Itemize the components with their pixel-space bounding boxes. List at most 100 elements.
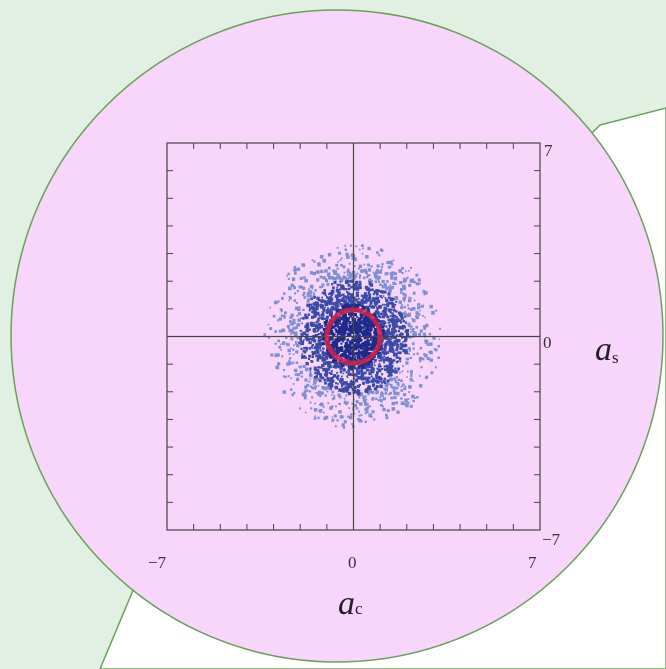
scatter-point (368, 281, 371, 284)
scatter-point (278, 345, 282, 349)
scatter-point (422, 290, 426, 293)
scatter-point (280, 310, 283, 313)
scatter-point (321, 350, 325, 353)
scatter-point (314, 402, 316, 405)
scatter-point (360, 345, 365, 349)
scatter-point (380, 265, 384, 268)
scatter-point (306, 383, 310, 387)
scatter-point (357, 301, 361, 304)
scatter-point (289, 296, 292, 300)
scatter-point (381, 350, 385, 355)
x-tick-label-min: −7 (148, 553, 167, 572)
scatter-point (378, 305, 382, 309)
scatter-point (383, 387, 385, 390)
scatter-point (303, 296, 307, 299)
scatter-point (293, 299, 296, 302)
scatter-point (430, 371, 434, 375)
scatter-point (396, 343, 400, 347)
scatter-point (322, 317, 325, 320)
scatter-point (327, 253, 332, 257)
scatter-point (388, 265, 392, 269)
scatter-point (311, 386, 314, 389)
scatter-point (336, 419, 339, 422)
scatter-point (343, 351, 345, 354)
scatter-point (338, 339, 341, 342)
scatter-point (375, 277, 378, 280)
scatter-point (342, 389, 346, 393)
scatter-point (339, 322, 342, 325)
scatter-point (354, 356, 357, 358)
scatter-point (365, 323, 367, 326)
scatter-point (310, 407, 313, 410)
scatter-point (362, 381, 365, 385)
scatter-point (334, 328, 338, 331)
scatter-point (404, 315, 407, 318)
scatter-point (312, 328, 316, 332)
scatter-point (350, 301, 354, 305)
scatter-point (385, 413, 388, 417)
scatter-point (346, 348, 349, 352)
scatter-point (388, 340, 392, 344)
scatter-point (339, 280, 341, 283)
scatter-point (304, 385, 308, 389)
scatter-point (360, 294, 364, 297)
scatter-point (301, 263, 304, 265)
scatter-point (390, 361, 394, 364)
scatter-point (398, 325, 402, 330)
scatter-point (305, 367, 309, 372)
scatter-point (274, 300, 278, 305)
scatter-point (328, 336, 331, 339)
scatter-point (353, 274, 357, 278)
scatter-point (415, 325, 419, 329)
scatter-point (394, 370, 398, 374)
scatter-point (345, 363, 348, 366)
scatter-point (384, 337, 388, 340)
scatter-point (340, 349, 343, 352)
scatter-point (301, 355, 305, 359)
scatter-point (358, 322, 361, 325)
scatter-point (356, 346, 359, 349)
scatter-point (356, 369, 359, 372)
scatter-point (417, 312, 421, 316)
scatter-point (392, 281, 396, 286)
scatter-point (354, 325, 357, 329)
scatter-point (391, 369, 395, 373)
scatter-point (369, 405, 372, 408)
scatter-point (338, 316, 341, 319)
scatter-point (343, 400, 347, 404)
scatter-point (403, 299, 406, 302)
scatter-point (327, 377, 331, 381)
scatter-point (390, 364, 394, 368)
scatter-point (330, 302, 333, 305)
scatter-point (347, 350, 350, 353)
scatter-point (289, 333, 292, 336)
scatter-point (325, 278, 327, 280)
scatter-point (318, 346, 322, 350)
scatter-point (379, 316, 382, 319)
scatter-point (408, 391, 411, 394)
scatter-point (368, 369, 371, 372)
scatter-point (362, 314, 365, 317)
scatter-point (346, 303, 351, 307)
scatter-point (342, 381, 345, 383)
scatter-point (369, 324, 372, 327)
scatter-point (294, 306, 299, 311)
scatter-point (333, 414, 337, 418)
scatter-point (399, 288, 402, 291)
scatter-point (400, 291, 403, 294)
scatter-point (373, 361, 376, 364)
scatter-point (344, 244, 347, 247)
scatter-point (324, 381, 327, 385)
scatter-point (377, 364, 382, 368)
scatter-point (407, 347, 411, 351)
scatter-point (327, 368, 330, 371)
scatter-point (327, 266, 331, 270)
scatter-point (289, 320, 292, 323)
scatter-point (295, 341, 298, 344)
scatter-point (372, 271, 375, 274)
scatter-point (288, 329, 292, 333)
scatter-point (342, 426, 346, 429)
scatter-point (380, 268, 383, 271)
scatter-point (338, 388, 342, 392)
scatter-point (365, 325, 367, 328)
